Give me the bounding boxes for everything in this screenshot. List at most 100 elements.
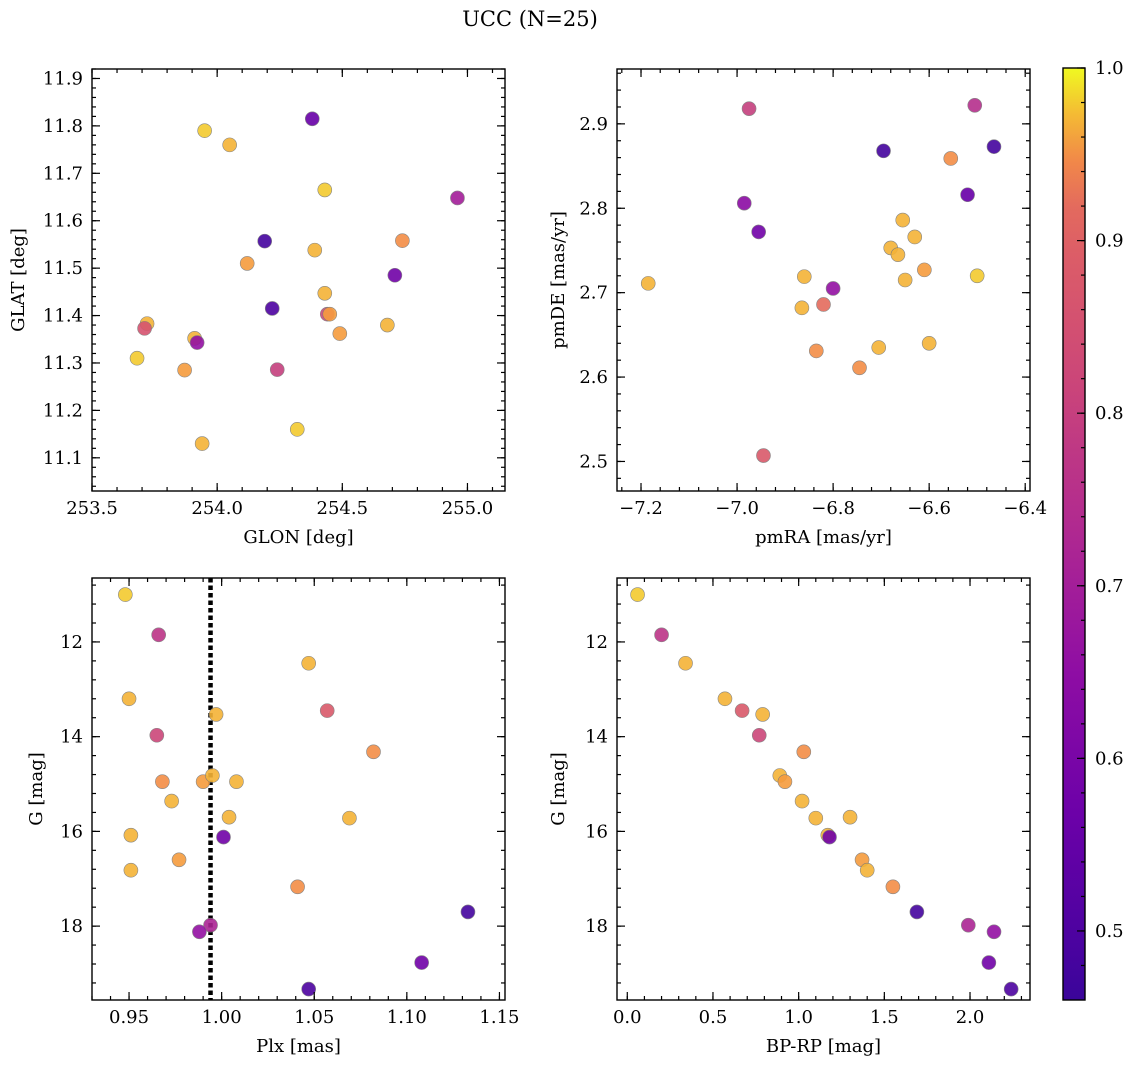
data-point [257,233,273,249]
data-point [304,111,320,127]
y-tick-label: 2.5 [579,451,608,472]
y-tick-label: 11.5 [43,258,83,279]
data-point [717,691,733,707]
data-point [751,727,767,743]
data-point [366,744,381,760]
y-axis-label: G [mag] [548,752,569,825]
data-point [960,187,975,203]
y-tick-label: 11.4 [43,306,83,327]
data-point [380,317,395,333]
data-point [317,182,333,198]
data-point [290,879,305,895]
data-point [342,810,357,826]
data-point [921,335,937,351]
data-point [317,285,333,301]
colorbar-tick-label: 0.7 [1095,576,1124,597]
data-point [816,297,831,312]
data-point [203,917,218,933]
x-axis-label: pmRA [mas/yr] [755,527,892,548]
y-tick-label: 11.3 [43,353,83,374]
data-point [654,627,669,643]
panel-bprp-g: 0.0 0.5 1.0 1.5 2.0 12 14 16 18 BP-RP [mag] G [mag… [548,577,1031,1057]
data-point [796,744,812,760]
x-tick-label: 254.0 [191,498,243,519]
y-tick-label: 12 [60,632,83,653]
data-point [794,793,810,809]
data-point [155,774,170,789]
x-tick-label: −6.4 [1003,498,1047,519]
x-tick-label: 1.5 [870,1007,899,1028]
data-point [897,272,913,288]
x-tick-label: 2.0 [956,1007,985,1028]
x-tick-label: 1.10 [387,1007,427,1028]
data-point [208,707,224,722]
data-point [961,917,976,933]
data-point [808,810,824,826]
data-point [736,195,752,211]
x-axis-label: BP-RP [mag] [766,1036,881,1057]
data-point [387,267,403,283]
x-tick-label: −7.0 [715,498,759,519]
data-point [842,809,858,825]
data-point [164,793,179,809]
data-point [123,862,139,878]
data-point [967,97,983,113]
y-tick-label: 11.2 [43,400,83,421]
data-point [885,879,901,895]
data-point [118,587,133,602]
data-point [741,101,757,116]
data-point [678,655,693,671]
data-point [907,229,923,245]
y-tick-label: 14 [585,727,608,748]
data-point [871,340,887,355]
data-point [414,955,429,970]
data-point [909,904,925,920]
colorbar-tick-label: 1.0 [1095,58,1124,79]
data-point [239,256,255,271]
colorbar-frame [1062,67,1086,1001]
data-point [794,300,810,316]
data-point [895,212,911,228]
y-tick-label: 11.7 [43,163,83,184]
data-point [630,587,645,602]
data-point [301,655,316,671]
data-point [151,627,166,643]
x-tick-label: 1.0 [784,1007,813,1028]
data-point [640,276,656,291]
x-tick-label: −6.6 [907,498,951,519]
data-point [121,691,137,707]
data-point [171,852,187,868]
data-point [194,436,210,451]
y-tick-label: 2.6 [579,367,608,388]
data-point [177,362,192,378]
data-point [216,829,231,845]
x-tick-label: 255.0 [442,498,494,519]
colorbar: 0.5 0.6 0.7 0.8 0.9 1.0 [1062,58,1124,1001]
data-point [319,703,335,718]
data-point [301,981,316,997]
y-tick-label: 2.8 [579,198,608,219]
x-axis-label: GLON [deg] [243,527,353,548]
data-point [808,343,824,359]
data-point [269,362,285,377]
data-point [307,242,323,258]
data-point [264,301,280,316]
data-point [859,862,875,878]
data-point [289,422,305,437]
panel-glon-glat: 253.5 254.0 254.5 255.0 11.1 11.2 11.3 11.4 11.5… [8,68,506,548]
x-tick-label: −6.8 [811,498,855,519]
colorbar-gradient [1063,68,1085,1000]
y-tick-label: 16 [60,821,83,842]
x-tick-label: 254.5 [317,498,369,519]
y-axis-label: pmDE [mas/yr] [548,211,569,349]
x-tick-label: 0.95 [109,1007,149,1028]
y-tick-label: 16 [585,821,608,842]
plot-frame [616,68,1031,492]
x-tick-label: 253.5 [66,498,118,519]
y-tick-label: 11.6 [43,211,83,232]
data-point [917,262,932,278]
data-point [137,321,152,336]
data-point [825,281,841,296]
y-tick-label: 18 [585,916,608,937]
